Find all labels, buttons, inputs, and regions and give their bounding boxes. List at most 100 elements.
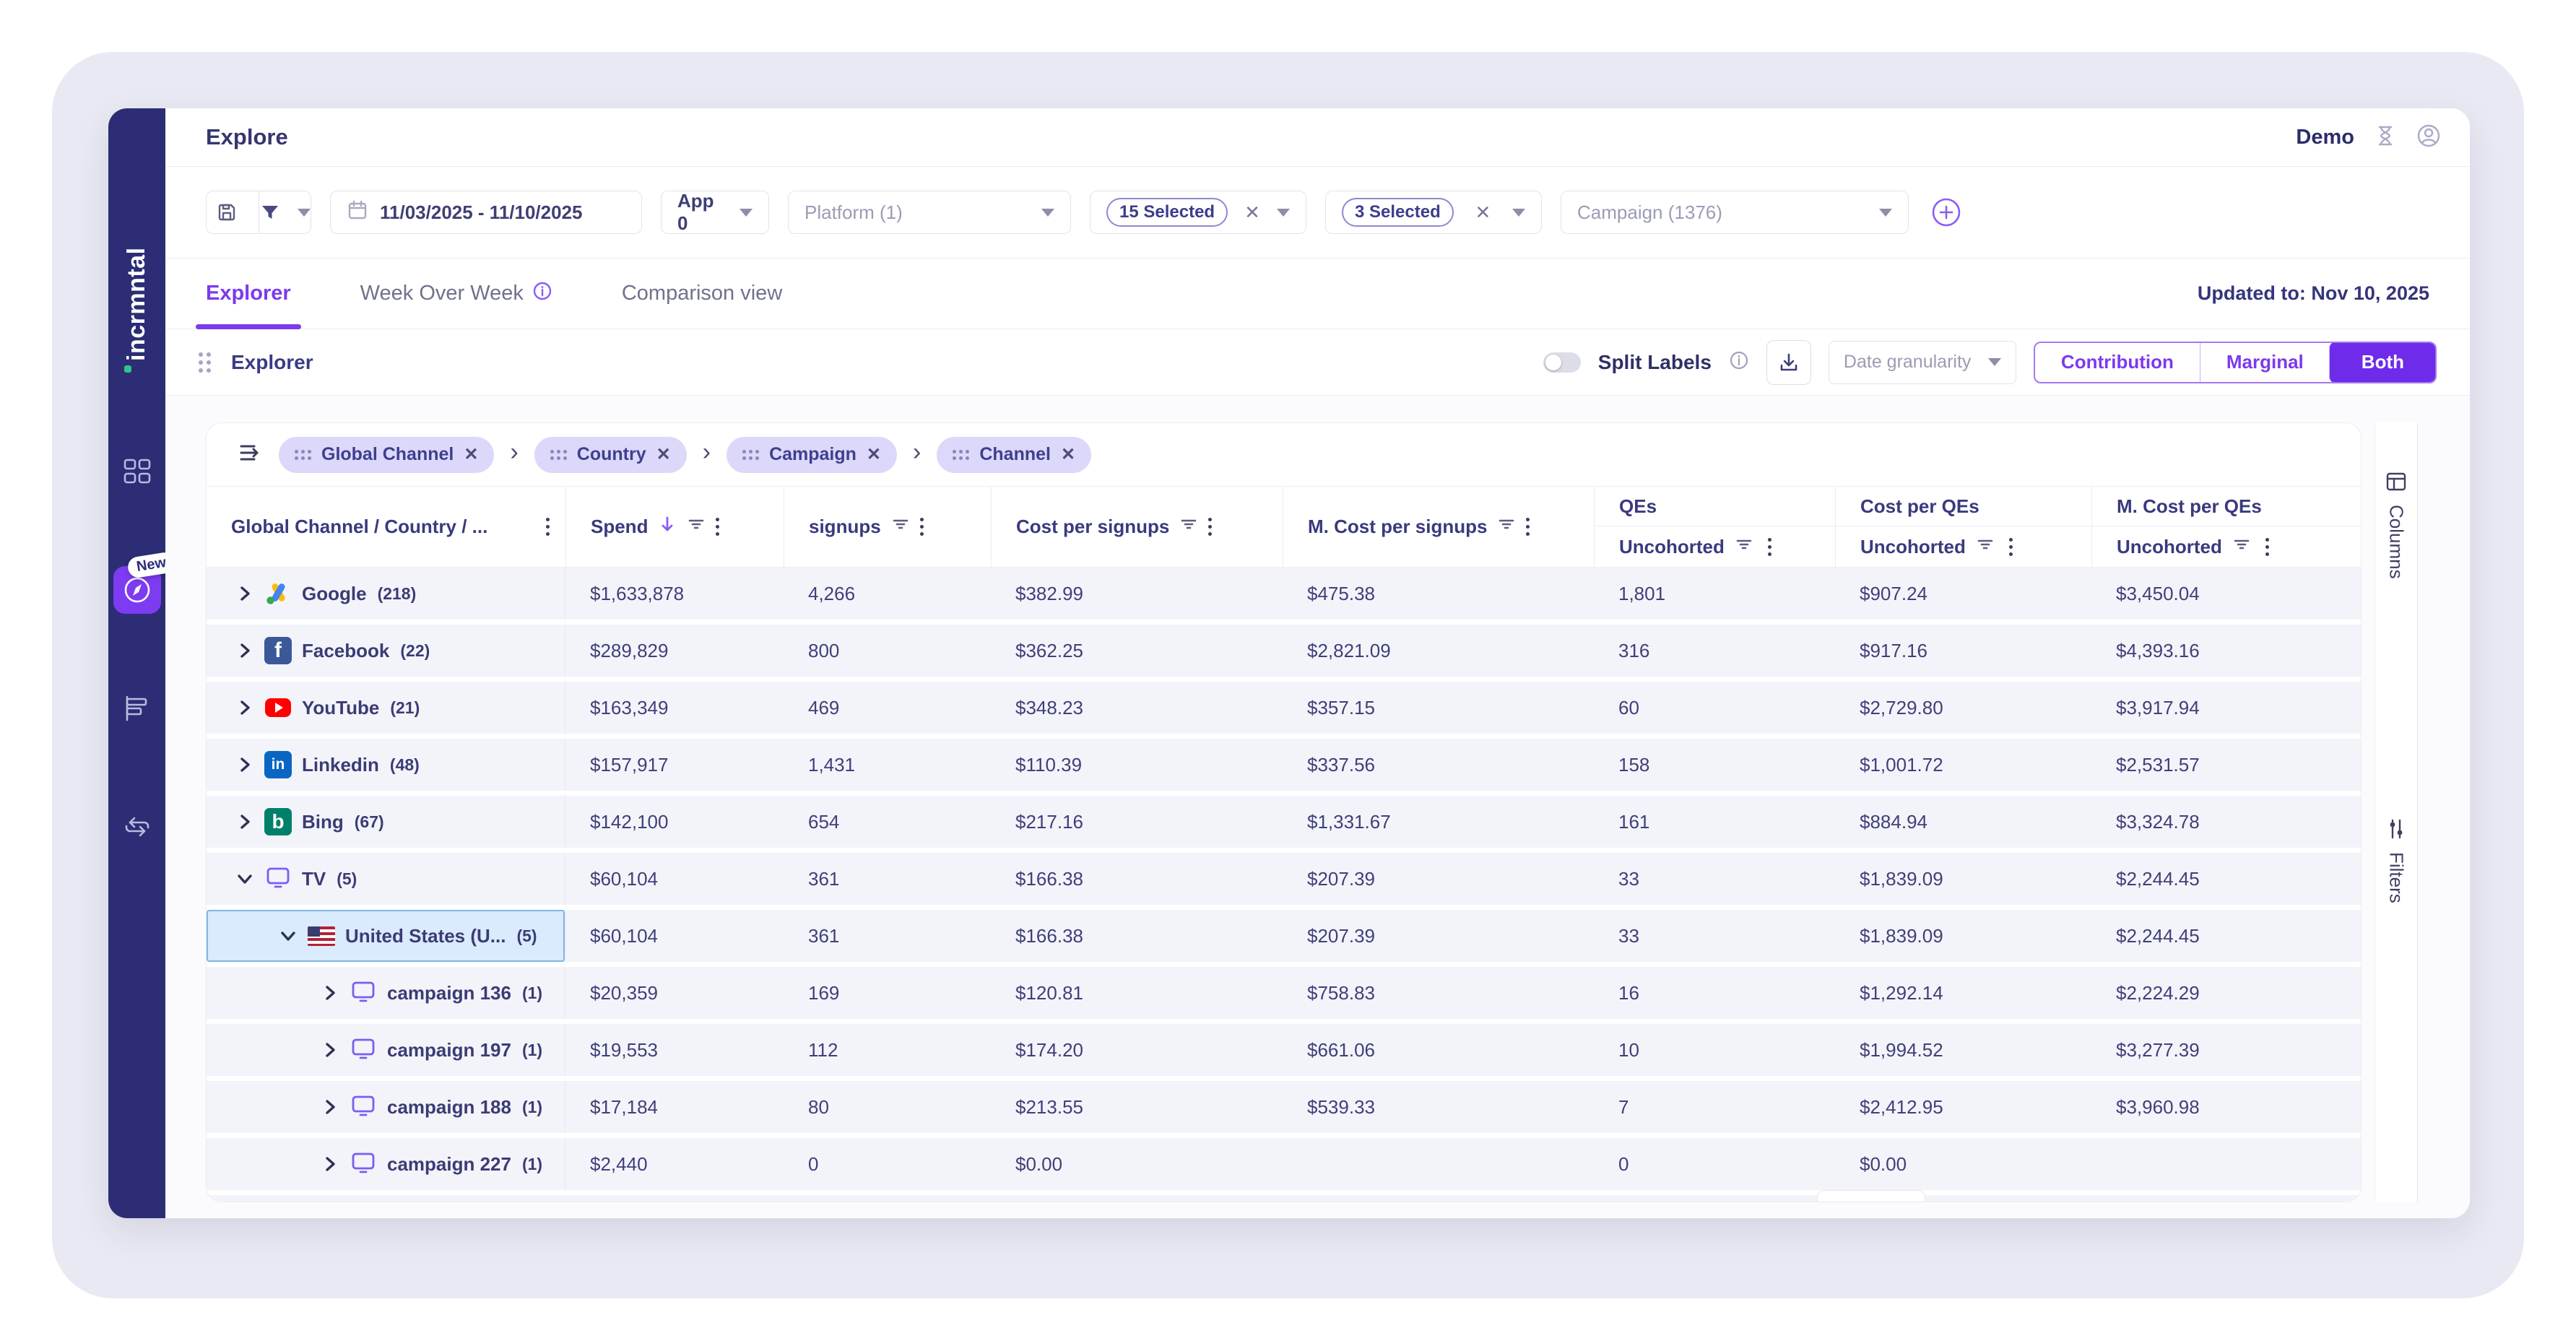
country-multiselect[interactable]: 3 Selected ✕ [1325, 191, 1542, 234]
filter-icon[interactable] [1497, 515, 1516, 539]
filter-icon[interactable] [1976, 535, 1995, 559]
segment-marginal[interactable]: Marginal [2199, 342, 2330, 382]
column-menu-icon[interactable] [546, 518, 550, 536]
selected-count-chip[interactable]: 15 Selected [1106, 198, 1228, 227]
download-button[interactable] [1766, 339, 1811, 385]
nav-swap[interactable] [113, 803, 161, 851]
column-menu-icon[interactable] [2008, 537, 2013, 556]
column-menu-icon[interactable] [1208, 518, 1213, 536]
chip-close-icon[interactable]: ✕ [866, 445, 882, 464]
chevron-down-icon[interactable] [279, 926, 298, 945]
filter-icon[interactable] [1735, 535, 1753, 559]
column-menu-icon[interactable] [2265, 537, 2269, 556]
selected-count-chip[interactable]: 3 Selected [1342, 198, 1454, 227]
column-header-signups[interactable]: signups [784, 487, 991, 567]
row-name-cell[interactable]: f Facebook (22) [207, 625, 565, 677]
table-row[interactable]: f Facebook (22) $289,829 800 $362.25 $2,821.09… [207, 625, 2361, 677]
table-row[interactable]: b Bing (67) $142,100 654 $217.16 $1,331.67 161 $… [207, 796, 2361, 848]
row-name-cell[interactable]: TV (5) [207, 853, 565, 905]
column-group-qes[interactable]: QEs Uncohorted [1594, 487, 1835, 567]
campaign-select[interactable]: Campaign (1376) [1561, 191, 1909, 234]
clear-selection-icon[interactable]: ✕ [1244, 201, 1260, 223]
table-row[interactable]: Google (218) $1,633,878 4,266 $382.99 $475.38… [207, 568, 2361, 620]
table-row[interactable]: campaign 197 (1) $19,553 112 $174.20 $661.06 1… [207, 1024, 2361, 1076]
info-icon[interactable] [532, 281, 552, 307]
columns-panel-button[interactable]: Columns [2385, 470, 2408, 579]
chip-close-icon[interactable]: ✕ [1060, 445, 1076, 464]
date-range-input[interactable]: 11/03/2025 - 11/10/2025 [330, 191, 642, 234]
chevron-right-icon[interactable] [235, 812, 254, 831]
breadcrumb-chip-channel[interactable]: Channel ✕ [937, 436, 1092, 473]
breadcrumb-chip-global-channel[interactable]: Global Channel ✕ [279, 436, 495, 473]
tab-comparison-view[interactable]: Comparison view [622, 259, 782, 329]
row-name-cell[interactable]: Google (218) [207, 568, 565, 620]
platform-select[interactable]: Platform (1) [788, 191, 1071, 234]
row-name-cell[interactable]: in Linkedin (48) [207, 739, 565, 791]
nav-explore[interactable]: New [113, 551, 177, 614]
segment-contribution[interactable]: Contribution [2060, 351, 2174, 373]
table-row[interactable]: TV (5) $60,104 361 $166.38 $207.39 33 $1,839.09… [207, 853, 2361, 905]
add-filter-button[interactable] [1927, 194, 1965, 231]
filter-icon[interactable] [891, 515, 910, 539]
column-menu-icon[interactable] [716, 518, 720, 536]
drag-handle-icon[interactable] [199, 352, 211, 373]
clear-selection-icon[interactable]: ✕ [1475, 201, 1491, 223]
chevron-right-icon[interactable] [321, 1098, 339, 1116]
filter-icon[interactable] [2232, 535, 2251, 559]
chevron-right-icon[interactable] [235, 584, 254, 603]
column-header-spend[interactable]: Spend [565, 487, 784, 567]
column-header-m-cost-per-signups[interactable]: M. Cost per signups [1283, 487, 1594, 567]
breadcrumb-chip-campaign[interactable]: Campaign ✕ [727, 436, 898, 473]
tab-week-over-week[interactable]: Week Over Week [360, 259, 552, 329]
filter-menu-button[interactable] [259, 191, 311, 233]
split-labels-toggle[interactable] [1543, 352, 1581, 373]
save-button[interactable] [207, 191, 247, 233]
account-avatar-icon[interactable] [2416, 123, 2441, 152]
hierarchy-icon[interactable] [235, 439, 263, 470]
sort-desc-icon[interactable] [658, 515, 677, 539]
table-row[interactable]: campaign 227 (1) $2,440 0 $0.00 0 $0.00 [207, 1138, 2361, 1190]
column-group-cost-per-qes[interactable]: Cost per QEs Uncohorted [1835, 487, 2091, 567]
workspace-label[interactable]: Demo [2296, 125, 2354, 149]
chip-close-icon[interactable]: ✕ [656, 445, 671, 464]
column-menu-icon[interactable] [1526, 518, 1530, 536]
segment-both[interactable]: Both [2328, 342, 2435, 382]
hourglass-icon[interactable] [2373, 123, 2398, 152]
row-name-cell[interactable]: YouTube (21) [207, 682, 565, 734]
chevron-right-icon[interactable] [235, 698, 254, 717]
column-group-m-cost-per-qes[interactable]: M. Cost per QEs Uncohorted [2091, 487, 2361, 567]
row-name-cell[interactable]: campaign 227 (1) [207, 1138, 565, 1190]
table-row[interactable]: campaign 136 (1) $20,359 169 $120.81 $758.83 1… [207, 967, 2361, 1019]
pagination-stub[interactable] [1817, 1190, 1925, 1202]
filters-panel-button[interactable]: Filters [2385, 817, 2408, 903]
nav-dashboard[interactable] [113, 448, 161, 495]
column-header-cost-per-signups[interactable]: Cost per signups [991, 487, 1283, 567]
column-header-name[interactable]: Global Channel / Country / ... [207, 487, 565, 567]
chip-close-icon[interactable]: ✕ [464, 445, 479, 464]
tab-explorer[interactable]: Explorer [196, 259, 301, 329]
info-icon[interactable] [1729, 350, 1749, 374]
column-menu-icon[interactable] [1767, 537, 1771, 556]
row-name-cell[interactable]: campaign 136 (1) [207, 967, 565, 1019]
app-select[interactable]: App 0 [661, 190, 769, 234]
channel-multiselect[interactable]: 15 Selected ✕ [1090, 191, 1306, 234]
nav-reports[interactable] [113, 685, 161, 732]
chevron-down-icon[interactable] [235, 869, 254, 888]
row-name-cell[interactable]: b Bing (67) [207, 796, 565, 848]
filter-icon[interactable] [1179, 515, 1198, 539]
breadcrumb-chip-country[interactable]: Country ✕ [534, 436, 687, 473]
chevron-right-icon[interactable] [235, 755, 254, 774]
row-name-cell[interactable]: campaign 197 (1) [207, 1024, 565, 1076]
table-row[interactable]: in Linkedin (48) $157,917 1,431 $110.39 $337.5… [207, 739, 2361, 791]
row-name-cell[interactable]: United States (U... (5) [207, 910, 565, 962]
column-menu-icon[interactable] [919, 518, 924, 536]
filter-icon[interactable] [687, 515, 706, 539]
row-name-cell[interactable]: campaign 188 (1) [207, 1081, 565, 1133]
chevron-right-icon[interactable] [321, 984, 339, 1002]
table-row[interactable]: YouTube (21) $163,349 469 $348.23 $357.15 60 $2… [207, 682, 2361, 734]
table-row[interactable]: United States (U... (5) $60,104 361 $166.38 $… [207, 910, 2361, 962]
chevron-right-icon[interactable] [321, 1155, 339, 1173]
date-granularity-select[interactable]: Date granularity [1828, 340, 2016, 384]
chevron-right-icon[interactable] [235, 641, 254, 660]
chevron-right-icon[interactable] [321, 1041, 339, 1059]
